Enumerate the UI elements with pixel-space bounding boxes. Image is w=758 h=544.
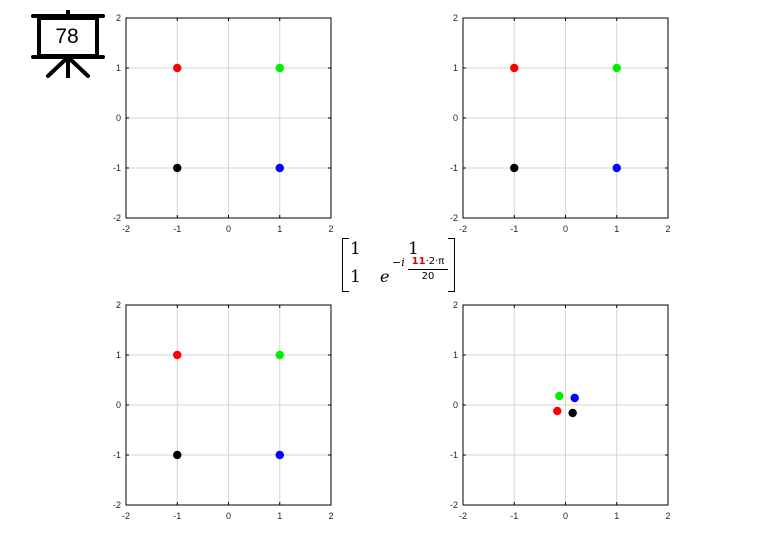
x-tick-label: 0 — [563, 511, 568, 521]
x-tick-label: 0 — [226, 224, 231, 234]
x-tick-label: 1 — [614, 511, 619, 521]
data-point — [173, 450, 182, 460]
presentation-screen-icon — [31, 10, 105, 78]
x-tick-label: 1 — [277, 511, 282, 521]
numerator-rest: ·2·π — [425, 256, 445, 267]
matrix-left-bracket — [342, 238, 349, 292]
matrix-right-bracket — [448, 238, 455, 292]
y-tick-label: 2 — [453, 300, 458, 310]
x-tick-label: 2 — [665, 511, 670, 521]
data-point — [553, 406, 562, 416]
data-point — [510, 63, 519, 73]
data-point — [275, 63, 284, 73]
x-tick-label: 2 — [328, 224, 333, 234]
fraction-bar — [408, 269, 448, 270]
x-tick-label: -1 — [510, 224, 518, 234]
slide-number: 78 — [55, 25, 79, 48]
y-tick-label: -2 — [113, 500, 121, 510]
matrix-entry-22-exponent-prefix: −i — [392, 256, 405, 269]
scatter-plot-top-right: -2 -1 0 1 2 -2 -1 0 1 2 — [450, 13, 671, 234]
y-tick-label: 1 — [453, 63, 458, 73]
data-point — [275, 450, 284, 460]
y-tick-label: -2 — [450, 213, 458, 223]
fraction-denominator: 20 — [421, 271, 435, 282]
matrix-entry-12: 1 — [408, 239, 419, 259]
y-tick-label: -2 — [113, 213, 121, 223]
data-point — [612, 163, 621, 173]
x-tick-label: -2 — [122, 224, 130, 234]
y-tick-label: -1 — [113, 450, 121, 460]
matrix-entry-21: 1 — [350, 267, 361, 287]
y-tick-label: 1 — [116, 63, 121, 73]
y-tick-label: -1 — [113, 163, 121, 173]
data-point — [612, 63, 621, 73]
x-tick-label: 1 — [277, 224, 282, 234]
y-tick-label: 2 — [116, 13, 121, 23]
scatter-plot-top-left: -2 -1 0 1 2 -2 -1 0 1 2 — [113, 13, 334, 234]
x-tick-label: 0 — [563, 224, 568, 234]
data-point — [570, 393, 579, 403]
y-tick-label: 0 — [116, 113, 121, 123]
y-tick-label: -1 — [450, 163, 458, 173]
data-point — [173, 63, 182, 73]
transform-matrix: 1 1 1 e −i 11·2·π 20 — [340, 238, 460, 292]
data-point — [275, 350, 284, 360]
data-point — [275, 163, 284, 173]
y-tick-label: -1 — [450, 450, 458, 460]
x-tick-label: 1 — [614, 224, 619, 234]
fraction-numerator: 11·2·π — [406, 256, 450, 268]
y-tick-label: 0 — [116, 400, 121, 410]
y-tick-label: 0 — [453, 113, 458, 123]
x-tick-label: -1 — [173, 224, 181, 234]
y-tick-label: 1 — [116, 350, 121, 360]
data-point — [555, 391, 564, 401]
data-point — [510, 163, 519, 173]
data-point — [173, 163, 182, 173]
x-tick-label: -2 — [459, 511, 467, 521]
x-tick-label: -2 — [459, 224, 467, 234]
y-tick-label: 1 — [453, 350, 458, 360]
exponent-fraction: 11·2·π 20 — [406, 256, 450, 282]
x-tick-label: -1 — [510, 511, 518, 521]
x-tick-label: -1 — [173, 511, 181, 521]
matrix-entry-22-base: e — [380, 267, 390, 286]
x-tick-label: 2 — [328, 511, 333, 521]
x-tick-label: 0 — [226, 511, 231, 521]
matrix-entry-11: 1 — [350, 239, 361, 259]
scatter-plot-bottom-right: -2 -1 0 1 2 -2 -1 0 1 2 — [450, 300, 671, 521]
x-tick-label: 2 — [665, 224, 670, 234]
slide-number-badge: 78 — [30, 10, 106, 80]
y-tick-label: 2 — [116, 300, 121, 310]
highlighted-k: 11 — [411, 256, 426, 267]
data-point — [173, 350, 182, 360]
y-tick-label: -2 — [450, 500, 458, 510]
scatter-plot-bottom-left: -2 -1 0 1 2 -2 -1 0 1 2 — [113, 300, 334, 521]
x-tick-label: -2 — [122, 511, 130, 521]
y-tick-label: 0 — [453, 400, 458, 410]
y-tick-label: 2 — [453, 13, 458, 23]
data-point — [568, 408, 577, 418]
